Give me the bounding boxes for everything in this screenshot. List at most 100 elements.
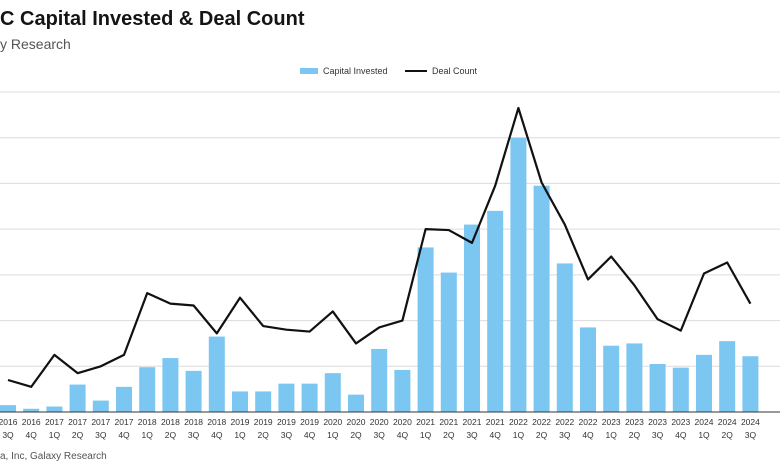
legend-swatch-deal bbox=[405, 70, 427, 72]
bar bbox=[394, 369, 411, 412]
x-tick-label-year: 2021 bbox=[416, 417, 435, 427]
x-tick-label-year: 2016 bbox=[22, 417, 41, 427]
bar bbox=[324, 373, 341, 412]
bar bbox=[301, 383, 318, 412]
x-tick-label-quarter: 4Q bbox=[26, 430, 38, 440]
bar bbox=[533, 185, 550, 412]
x-tick-label-quarter: 4Q bbox=[304, 430, 316, 440]
bar bbox=[92, 400, 109, 412]
bar bbox=[116, 386, 132, 412]
bar bbox=[487, 210, 504, 412]
bar bbox=[46, 406, 63, 412]
x-tick-label-quarter: 2Q bbox=[443, 430, 455, 440]
x-tick-label-quarter: 4Q bbox=[675, 430, 687, 440]
bar bbox=[719, 341, 736, 412]
x-tick-label-year: 2024 bbox=[695, 417, 714, 427]
x-tick-label-year: 2023 bbox=[625, 417, 644, 427]
x-tick-label-quarter: 1Q bbox=[49, 430, 61, 440]
x-tick-label-year: 2020 bbox=[393, 417, 412, 427]
legend-item-deal: Deal Count bbox=[405, 66, 477, 76]
x-tick-label-year: 2018 bbox=[161, 417, 180, 427]
x-tick-label-quarter: 2Q bbox=[72, 430, 84, 440]
x-tick-label-year: 2021 bbox=[463, 417, 482, 427]
x-tick-label-year: 2022 bbox=[532, 417, 551, 427]
x-tick-label-year: 2017 bbox=[45, 417, 64, 427]
bar bbox=[139, 367, 156, 412]
bar bbox=[417, 247, 434, 412]
legend-label-deal: Deal Count bbox=[432, 66, 478, 76]
x-tick-label-quarter: 3Q bbox=[188, 430, 200, 440]
x-tick-label-year: 2024 bbox=[718, 417, 737, 427]
x-tick-label-year: 2021 bbox=[486, 417, 505, 427]
x-tick-label-quarter: 3Q bbox=[652, 430, 664, 440]
x-tick-label-year: 2023 bbox=[602, 417, 621, 427]
bar bbox=[649, 364, 666, 412]
bar bbox=[208, 336, 225, 412]
x-tick-label-quarter: 1Q bbox=[606, 430, 618, 440]
x-tick-label-quarter: 3Q bbox=[95, 430, 107, 440]
x-tick-label-quarter: 3Q bbox=[466, 430, 478, 440]
bar bbox=[69, 384, 86, 412]
bar bbox=[0, 405, 16, 412]
bar bbox=[696, 354, 712, 412]
x-tick-label-quarter: 2Q bbox=[536, 430, 548, 440]
bar bbox=[348, 394, 364, 412]
chart-subtitle: y Research bbox=[0, 36, 71, 52]
x-tick-label-year: 2023 bbox=[648, 417, 667, 427]
legend-label-capital: Capital Invested bbox=[323, 66, 388, 76]
x-tick-label-quarter: 3Q bbox=[559, 430, 571, 440]
x-tick-label-year: 2022 bbox=[555, 417, 574, 427]
x-tick-label-quarter: 1Q bbox=[698, 430, 710, 440]
x-tick-label-year: 2018 bbox=[207, 417, 226, 427]
bar bbox=[185, 370, 202, 412]
x-tick-label-year: 2020 bbox=[370, 417, 389, 427]
bar bbox=[440, 272, 457, 412]
x-tick-label-year: 2018 bbox=[138, 417, 157, 427]
x-tick-label-year: 2019 bbox=[300, 417, 319, 427]
x-tick-label-year: 2020 bbox=[347, 417, 366, 427]
x-tick-label-year: 2022 bbox=[509, 417, 528, 427]
legend-swatch-capital bbox=[300, 68, 318, 74]
bar bbox=[742, 356, 759, 412]
deal-count-line bbox=[7, 106, 752, 388]
x-tick-label-quarter: 4Q bbox=[397, 430, 409, 440]
x-tick-label-year: 2019 bbox=[231, 417, 250, 427]
x-tick-label-year: 2023 bbox=[671, 417, 690, 427]
x-tick-label-quarter: 3Q bbox=[374, 430, 386, 440]
chart-title: C Capital Invested & Deal Count bbox=[0, 8, 305, 30]
chart-source: a, Inc, Galaxy Research bbox=[0, 451, 107, 462]
bar bbox=[510, 137, 527, 412]
x-tick-label-year: 2021 bbox=[439, 417, 458, 427]
x-tick-label-quarter: 2Q bbox=[258, 430, 270, 440]
bar bbox=[580, 327, 596, 412]
bar bbox=[232, 391, 248, 412]
bar bbox=[162, 358, 179, 412]
x-tick-label-year: 2018 bbox=[184, 417, 203, 427]
x-tick-label-quarter: 2Q bbox=[722, 430, 734, 440]
x-tick-label-quarter: 3Q bbox=[745, 430, 757, 440]
x-tick-label-quarter: 1Q bbox=[234, 430, 246, 440]
legend-item-capital: Capital Invested bbox=[300, 66, 388, 76]
x-tick-label-quarter: 3Q bbox=[2, 430, 14, 440]
x-tick-label-quarter: 1Q bbox=[513, 430, 525, 440]
bar bbox=[255, 391, 272, 412]
x-tick-label-year: 2017 bbox=[115, 417, 134, 427]
bar bbox=[603, 345, 620, 412]
bar bbox=[371, 348, 388, 412]
x-tick-label-year: 2022 bbox=[579, 417, 598, 427]
bar bbox=[672, 367, 689, 412]
x-tick-label-quarter: 1Q bbox=[420, 430, 432, 440]
x-tick-label-quarter: 4Q bbox=[118, 430, 130, 440]
x-tick-label-quarter: 3Q bbox=[281, 430, 293, 440]
bar bbox=[23, 408, 40, 412]
x-tick-label-quarter: 4Q bbox=[490, 430, 502, 440]
x-tick-label-year: 2024 bbox=[741, 417, 760, 427]
bar bbox=[556, 263, 573, 412]
x-tick-label-quarter: 1Q bbox=[327, 430, 339, 440]
bar bbox=[278, 383, 295, 412]
x-tick-label-quarter: 2Q bbox=[350, 430, 362, 440]
x-tick-label-year: 2017 bbox=[68, 417, 87, 427]
bar bbox=[626, 343, 643, 412]
x-tick-label-year: 2019 bbox=[277, 417, 296, 427]
